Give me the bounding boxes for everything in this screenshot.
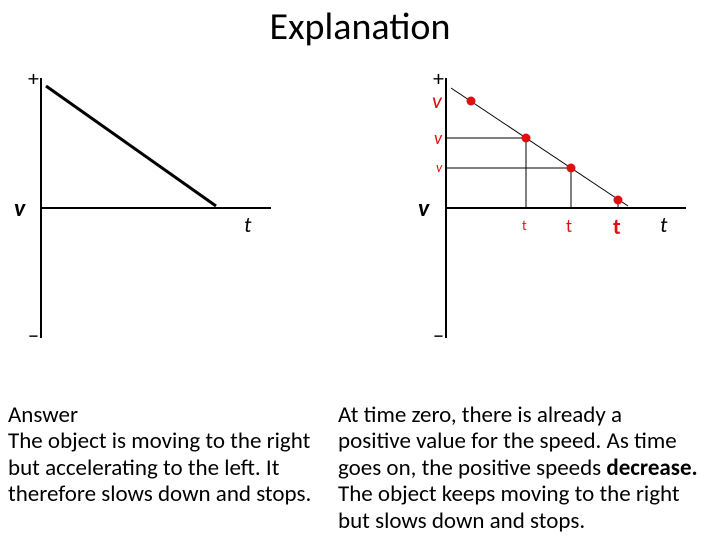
left-graph: + − v t (6, 58, 286, 353)
t-axis-label: t (660, 211, 668, 238)
red-t-label: t (522, 217, 527, 234)
data-point (614, 196, 623, 205)
red-t-label: t (566, 215, 572, 237)
right-explanation: At time zero, there is already a positiv… (338, 402, 698, 534)
data-point (567, 164, 576, 173)
minus-label: − (433, 322, 444, 348)
v-axis-label: v (14, 194, 26, 223)
t-axis-label: t (244, 211, 252, 238)
right-graph-svg: + − v t v v v (396, 58, 696, 348)
right-bold: decrease. (606, 454, 697, 482)
plus-label: + (28, 65, 39, 92)
data-point (467, 97, 476, 106)
red-v-label: v (432, 87, 443, 114)
velocity-line (46, 86, 216, 206)
minus-label: − (28, 322, 39, 348)
left-body: The object is moving to the right but ac… (8, 427, 311, 508)
red-t-label: t (613, 213, 621, 240)
red-v-label: v (434, 127, 443, 149)
right-part2: The object keeps moving to the right but… (338, 480, 680, 534)
answer-label: Answer (8, 402, 328, 428)
explanation-text-row: Answer The object is moving to the right… (8, 402, 712, 534)
v-axis-label: v (418, 194, 430, 223)
right-graph: + − v t v v v (396, 58, 696, 353)
data-point (522, 134, 531, 143)
graphs-row: + − v t + − v t (0, 58, 720, 353)
page-title: Explanation (0, 0, 720, 50)
velocity-line (451, 88, 628, 206)
red-v-label: v (436, 159, 443, 176)
left-graph-svg: + − v t (6, 58, 286, 348)
left-explanation: Answer The object is moving to the right… (8, 402, 338, 534)
